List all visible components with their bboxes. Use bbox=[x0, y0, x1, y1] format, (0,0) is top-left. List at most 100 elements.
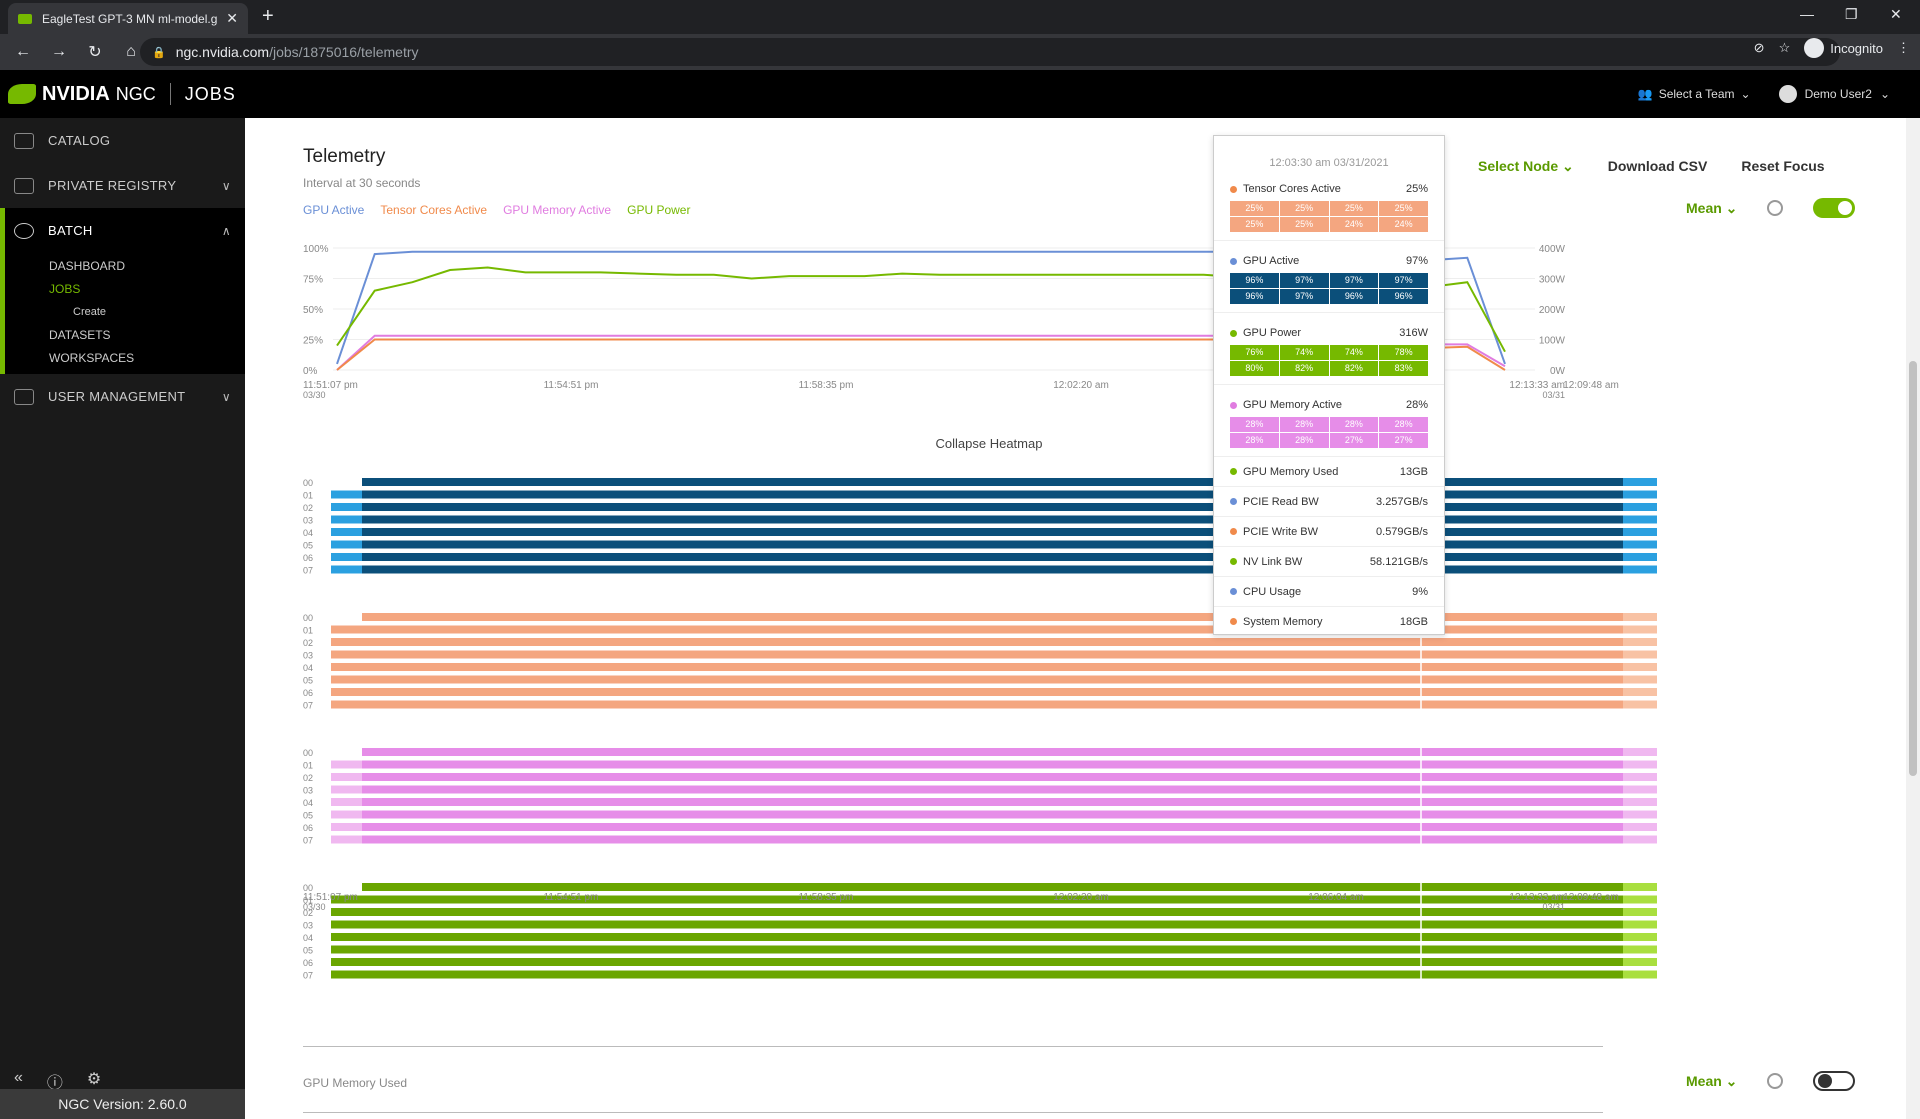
help-icon[interactable]: ⓘ bbox=[46, 1075, 63, 1092]
heatmap-cell[interactable] bbox=[1623, 528, 1657, 536]
gpu-heatmap[interactable]: 0001020304050607000102030405060700010203… bbox=[245, 468, 1675, 1028]
gear-icon[interactable] bbox=[1767, 200, 1784, 216]
sidebar-sub-datasets[interactable]: DATASETS bbox=[49, 328, 111, 342]
heatmap-cell[interactable] bbox=[331, 958, 1639, 966]
nvidia-logo[interactable]: NVIDIA NGC bbox=[8, 83, 156, 106]
new-tab-icon[interactable]: + bbox=[262, 5, 274, 27]
heatmap-cell[interactable] bbox=[1623, 760, 1657, 769]
heatmap-cell[interactable] bbox=[1623, 503, 1657, 511]
address-bar[interactable]: 🔒 ngc.nvidia.com/jobs/1875016/telemetry bbox=[140, 38, 1840, 66]
heatmap-cell[interactable] bbox=[331, 490, 362, 499]
bookmark-star-icon[interactable]: ☆ bbox=[1778, 40, 1791, 55]
heatmap-cell[interactable] bbox=[1623, 933, 1657, 941]
minimize-icon[interactable]: — bbox=[1800, 6, 1814, 22]
heatmap-cell[interactable] bbox=[1623, 785, 1657, 794]
legend-item[interactable]: GPU Power bbox=[627, 203, 691, 217]
heatmap-cell[interactable] bbox=[362, 613, 1639, 621]
heatmap-cell[interactable] bbox=[331, 528, 1639, 536]
heatmap-cell[interactable] bbox=[1623, 515, 1657, 524]
legend-item[interactable]: GPU Active bbox=[303, 203, 365, 217]
back-icon[interactable]: ← bbox=[15, 43, 31, 60]
sidebar-sub-create[interactable]: Create bbox=[73, 306, 107, 318]
heatmap-cell[interactable] bbox=[331, 835, 362, 844]
browser-tab[interactable]: EagleTest GPT-3 MN ml-model.g ✕ bbox=[8, 3, 248, 34]
gear-icon[interactable] bbox=[1767, 1073, 1784, 1089]
heatmap-cell[interactable] bbox=[1623, 883, 1657, 891]
restore-icon[interactable]: ❐ bbox=[1845, 6, 1858, 22]
sidebar-item-batch[interactable]: BATCH ∧ bbox=[0, 208, 245, 253]
heatmap-cell[interactable] bbox=[1623, 540, 1657, 549]
heatmap-cell[interactable] bbox=[1623, 810, 1657, 819]
heatmap-cell[interactable] bbox=[1623, 663, 1657, 671]
heatmap-cell[interactable] bbox=[331, 920, 1639, 929]
heatmap-cell[interactable] bbox=[331, 835, 1639, 844]
heatmap-cell[interactable] bbox=[331, 773, 1639, 781]
close-window-icon[interactable]: ✕ bbox=[1890, 6, 1902, 22]
collapse-heatmap-button[interactable]: Collapse Heatmap bbox=[935, 436, 1043, 451]
mean-dropdown[interactable]: Mean ⌄ bbox=[1686, 199, 1738, 216]
heatmap-cell[interactable] bbox=[331, 490, 1639, 499]
sidebar-sub-dashboard[interactable]: DASHBOARD bbox=[49, 259, 126, 273]
heatmap-cell[interactable] bbox=[1623, 565, 1657, 574]
heatmap-cell[interactable] bbox=[331, 760, 1639, 769]
heatmap-cell[interactable] bbox=[331, 970, 1639, 979]
heatmap-cell[interactable] bbox=[331, 675, 1639, 684]
heatmap-cell[interactable] bbox=[331, 700, 1639, 709]
heatmap-cell[interactable] bbox=[331, 760, 362, 769]
heatmap-cell[interactable] bbox=[331, 515, 1639, 524]
collapse-sidebar-icon[interactable]: « bbox=[14, 1069, 23, 1086]
heatmap-cell[interactable] bbox=[331, 540, 362, 549]
heatmap-cell[interactable] bbox=[331, 945, 1639, 954]
sidebar-item-catalog[interactable]: CATALOG bbox=[0, 118, 245, 163]
heatmap-cell[interactable] bbox=[331, 823, 362, 831]
home-icon[interactable]: ⌂ bbox=[126, 43, 136, 60]
heatmap-cell[interactable] bbox=[331, 773, 362, 781]
heatmap-cell[interactable] bbox=[1623, 748, 1657, 756]
heatmap-cell[interactable] bbox=[331, 553, 362, 561]
heatmap-cell[interactable] bbox=[331, 528, 362, 536]
user-menu[interactable]: Demo User2 ⌄ bbox=[1778, 85, 1890, 103]
reset-focus-button[interactable]: Reset Focus bbox=[1741, 158, 1825, 174]
mean-dropdown[interactable]: Mean ⌄ bbox=[1686, 1072, 1738, 1089]
heatmap-cell[interactable] bbox=[331, 688, 1639, 696]
heatmap-cell[interactable] bbox=[1623, 613, 1657, 621]
select-node-button[interactable]: Select Node ⌄ bbox=[1478, 158, 1574, 174]
heatmap-cell[interactable] bbox=[1623, 895, 1657, 904]
heatmap-cell[interactable] bbox=[331, 503, 1639, 511]
heatmap-cell[interactable] bbox=[1623, 675, 1657, 684]
heatmap-cell[interactable] bbox=[331, 933, 1639, 941]
heatmap-cell[interactable] bbox=[1623, 773, 1657, 781]
heatmap-cell[interactable] bbox=[362, 748, 1639, 756]
sidebar-item-private-registry[interactable]: PRIVATE REGISTRY ∨ bbox=[0, 163, 245, 208]
sidebar-sub-workspaces[interactable]: WORKSPACES bbox=[49, 351, 135, 365]
heatmap-cell[interactable] bbox=[331, 565, 362, 574]
heatmap-cell[interactable] bbox=[1623, 958, 1657, 966]
sidebar-item-user-management[interactable]: USER MANAGEMENT ∨ bbox=[0, 374, 245, 419]
team-selector[interactable]: 👥 Select a Team ⌄ bbox=[1638, 87, 1751, 101]
heatmap-cell[interactable] bbox=[331, 515, 362, 524]
heatmap-cell[interactable] bbox=[331, 503, 362, 511]
heatmap-cell[interactable] bbox=[1623, 823, 1657, 831]
heatmap-cell[interactable] bbox=[331, 810, 1639, 819]
telemetry-line-chart[interactable]: 100% 400W 75% 300W 50% 200W 25% 100W 0% 0W 11:51:0… bbox=[245, 228, 1675, 438]
heatmap-cell[interactable] bbox=[1623, 908, 1657, 916]
download-csv-button[interactable]: Download CSV bbox=[1607, 158, 1708, 174]
heatmap-cell[interactable] bbox=[1623, 490, 1657, 499]
legend-item[interactable]: GPU Memory Active bbox=[503, 203, 612, 217]
legend-item[interactable]: Tensor Cores Active bbox=[380, 203, 488, 217]
heatmap-cell[interactable] bbox=[362, 478, 1639, 486]
heatmap-cell[interactable] bbox=[1623, 478, 1657, 486]
eye-off-icon[interactable]: ⊘ bbox=[1753, 40, 1765, 55]
heatmap-cell[interactable] bbox=[331, 553, 1639, 561]
heatmap-cell[interactable] bbox=[331, 565, 1639, 574]
heatmap-cell[interactable] bbox=[1623, 945, 1657, 954]
heatmap-toggle[interactable] bbox=[1813, 1071, 1856, 1091]
heatmap-cell[interactable] bbox=[1623, 650, 1657, 659]
reload-icon[interactable]: ↻ bbox=[88, 44, 102, 61]
heatmap-cell[interactable] bbox=[331, 785, 362, 794]
heatmap-cell[interactable] bbox=[331, 540, 1639, 549]
heatmap-cell[interactable] bbox=[1623, 798, 1657, 806]
settings-icon[interactable]: ⚙ bbox=[86, 1071, 102, 1088]
heatmap-cell[interactable] bbox=[1623, 553, 1657, 561]
heatmap-cell[interactable] bbox=[1623, 835, 1657, 844]
